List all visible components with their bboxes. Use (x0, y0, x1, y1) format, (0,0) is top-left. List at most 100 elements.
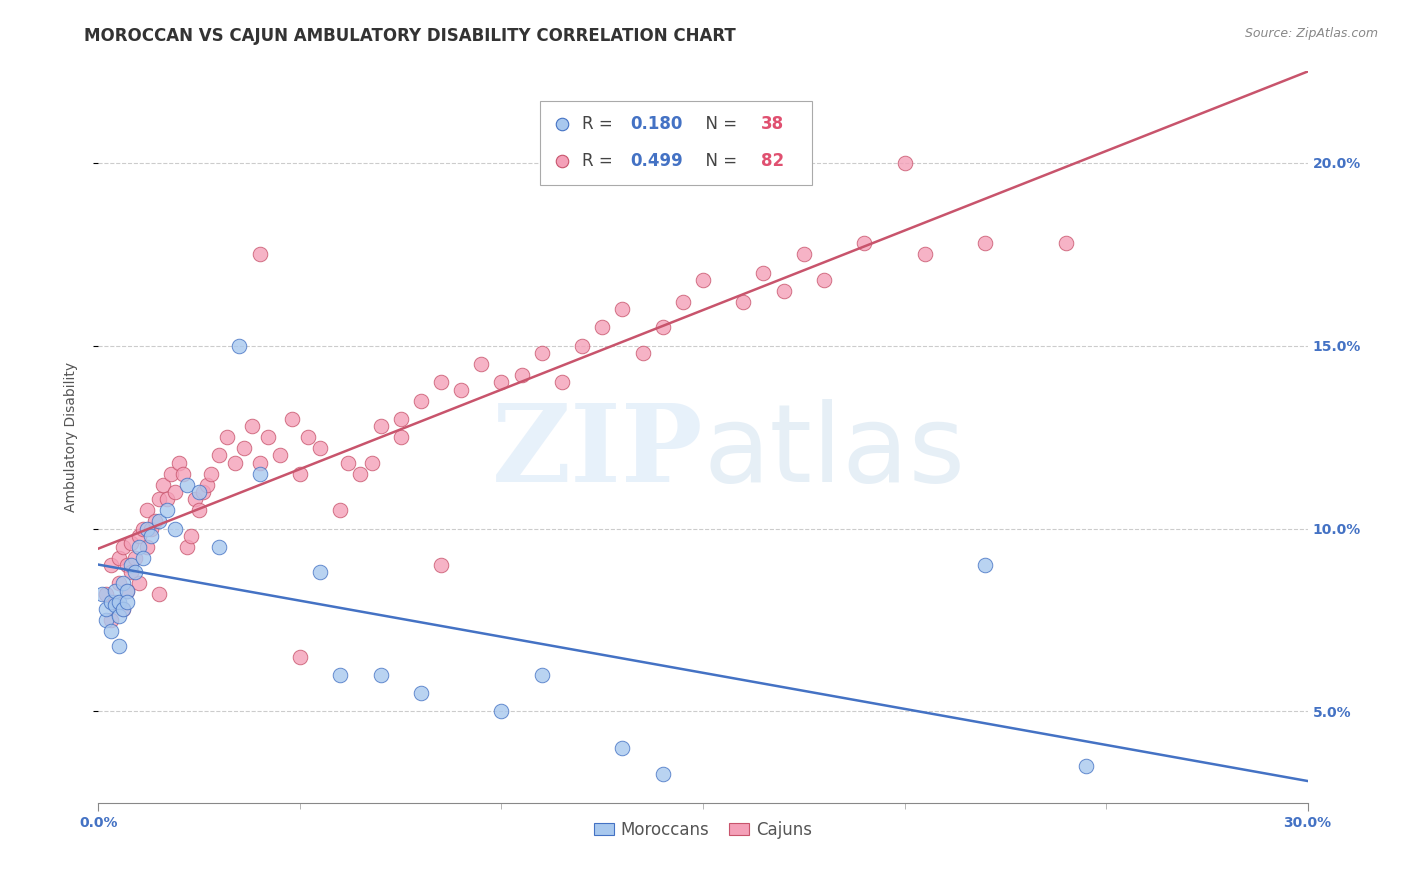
Point (143, 514, 166, 528)
Point (107, 576, 129, 591)
Point (111, 602, 134, 616)
Point (135, 540, 157, 554)
Point (139, 521, 162, 535)
Point (115, 583, 138, 598)
Point (1074, 759, 1097, 773)
Text: 0.180: 0.180 (630, 115, 683, 133)
Text: 38: 38 (761, 115, 785, 133)
Point (115, 583, 138, 598)
FancyBboxPatch shape (540, 101, 811, 185)
Point (591, 320, 613, 334)
Point (163, 485, 186, 500)
Point (111, 602, 134, 616)
Point (389, 412, 412, 426)
Point (96, 613, 118, 627)
Point (176, 540, 198, 554)
Point (128, 529, 150, 543)
Point (208, 540, 231, 554)
Point (430, 558, 453, 573)
Point (96, 602, 118, 616)
Point (309, 441, 332, 455)
Point (974, 236, 997, 251)
Point (180, 529, 202, 543)
Point (510, 368, 533, 382)
Point (772, 284, 794, 298)
Point (167, 456, 190, 470)
Point (107, 639, 129, 653)
Text: MOROCCAN VS CAJUN AMBULATORY DISABILITY CORRELATION CHART: MOROCCAN VS CAJUN AMBULATORY DISABILITY … (84, 27, 737, 45)
Point (111, 576, 134, 591)
Text: atlas: atlas (703, 399, 965, 505)
Point (813, 273, 835, 287)
Point (530, 667, 553, 681)
Point (120, 536, 142, 550)
Point (107, 594, 129, 608)
Point (124, 550, 146, 565)
Point (249, 456, 271, 470)
Point (148, 492, 170, 507)
Point (651, 766, 673, 780)
Point (974, 558, 997, 573)
Point (156, 492, 179, 507)
Text: R =: R = (582, 115, 619, 133)
Point (103, 594, 125, 608)
Point (100, 594, 122, 608)
Point (309, 566, 332, 580)
Point (370, 419, 392, 434)
Point (148, 587, 170, 601)
Point (132, 521, 155, 535)
Point (288, 649, 311, 664)
Point (853, 236, 876, 251)
Point (281, 412, 304, 426)
Point (228, 338, 250, 352)
Point (1054, 236, 1077, 251)
Point (249, 467, 271, 481)
Point (217, 430, 239, 444)
Point (470, 357, 492, 371)
Point (120, 558, 142, 573)
Point (733, 294, 755, 309)
Point (430, 375, 453, 389)
Point (337, 456, 360, 470)
Point (491, 375, 513, 389)
Point (692, 273, 714, 287)
Point (914, 247, 936, 261)
Point (893, 155, 915, 169)
Text: 82: 82 (761, 153, 785, 170)
Point (612, 740, 634, 755)
Point (491, 705, 513, 719)
Point (672, 294, 695, 309)
Point (361, 456, 384, 470)
Point (329, 503, 352, 517)
Point (288, 467, 311, 481)
Point (571, 338, 593, 352)
Point (176, 477, 198, 491)
Point (269, 448, 291, 462)
Point (184, 492, 207, 507)
Point (139, 529, 162, 543)
Point (195, 477, 218, 491)
Point (188, 503, 211, 517)
Point (389, 430, 412, 444)
Point (103, 599, 125, 613)
Point (128, 540, 150, 554)
Point (107, 550, 129, 565)
Point (409, 393, 432, 408)
Point (163, 521, 186, 535)
Y-axis label: Ambulatory Disability: Ambulatory Disability (63, 362, 77, 512)
Point (135, 503, 157, 517)
Point (120, 566, 142, 580)
Text: ZIP: ZIP (492, 399, 703, 505)
Point (100, 613, 122, 627)
Point (612, 301, 634, 317)
Point (224, 456, 246, 470)
Point (188, 485, 211, 500)
Point (160, 467, 183, 481)
Point (752, 266, 775, 280)
Point (450, 383, 472, 397)
Point (100, 558, 122, 573)
Point (249, 247, 271, 261)
Point (135, 521, 157, 535)
Point (370, 667, 392, 681)
Point (115, 558, 138, 573)
